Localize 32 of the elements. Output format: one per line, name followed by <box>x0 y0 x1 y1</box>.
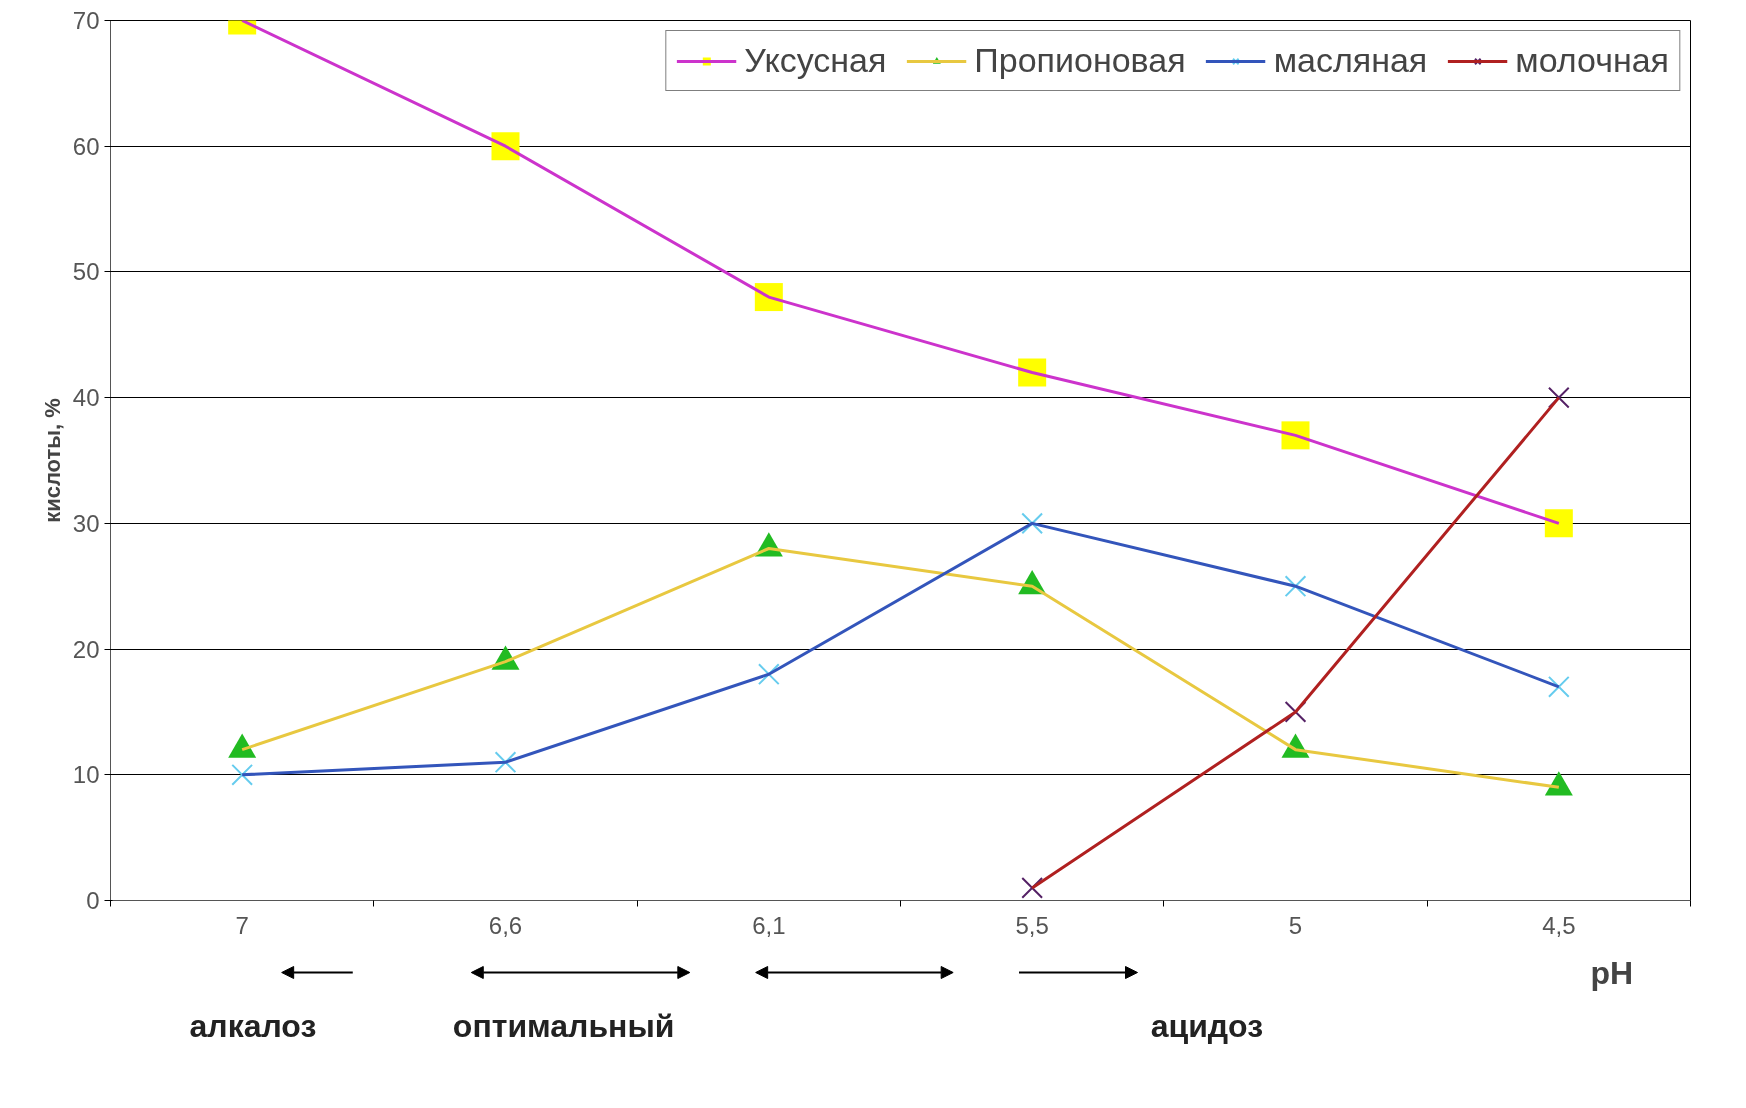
x-axis-title: pH <box>1590 954 1634 991</box>
legend-label: Пропионовая <box>974 41 1186 80</box>
legend-label: масляная <box>1273 41 1428 80</box>
x-tick-label: 4,5 <box>1542 911 1576 939</box>
y-axis-title: кислоты, % <box>39 398 65 523</box>
y-tick-label: 40 <box>72 384 100 412</box>
y-tick-label: 60 <box>72 132 100 160</box>
x-tick-label: 7 <box>235 911 249 939</box>
x-tick-label: 5,5 <box>1015 911 1049 939</box>
x-tick-label: 6,6 <box>488 911 523 939</box>
point <box>1547 675 1570 698</box>
point <box>494 751 517 774</box>
point <box>231 763 254 786</box>
text: оптимальный <box>452 1007 675 1044</box>
text: алкалоз <box>189 1007 317 1044</box>
legend-label: Уксусная <box>744 41 887 80</box>
point <box>1284 575 1307 598</box>
y-tick-label: 10 <box>72 761 100 789</box>
y-tick-label: 0 <box>86 887 100 914</box>
point <box>1021 512 1044 535</box>
point <box>1021 877 1044 899</box>
text: ацидоз <box>1150 1007 1264 1044</box>
point <box>1544 509 1573 538</box>
y-tick-label: 70 <box>72 7 100 34</box>
y-tick-label: 50 <box>72 258 100 286</box>
legend-label: молочная <box>1515 41 1669 80</box>
y-tick-label: 30 <box>72 509 100 537</box>
y-tick-label: 20 <box>72 635 100 663</box>
x-tick-label: 6,1 <box>752 911 786 939</box>
point <box>1284 701 1307 723</box>
x-tick-label: 5 <box>1288 911 1303 939</box>
point <box>757 663 780 686</box>
